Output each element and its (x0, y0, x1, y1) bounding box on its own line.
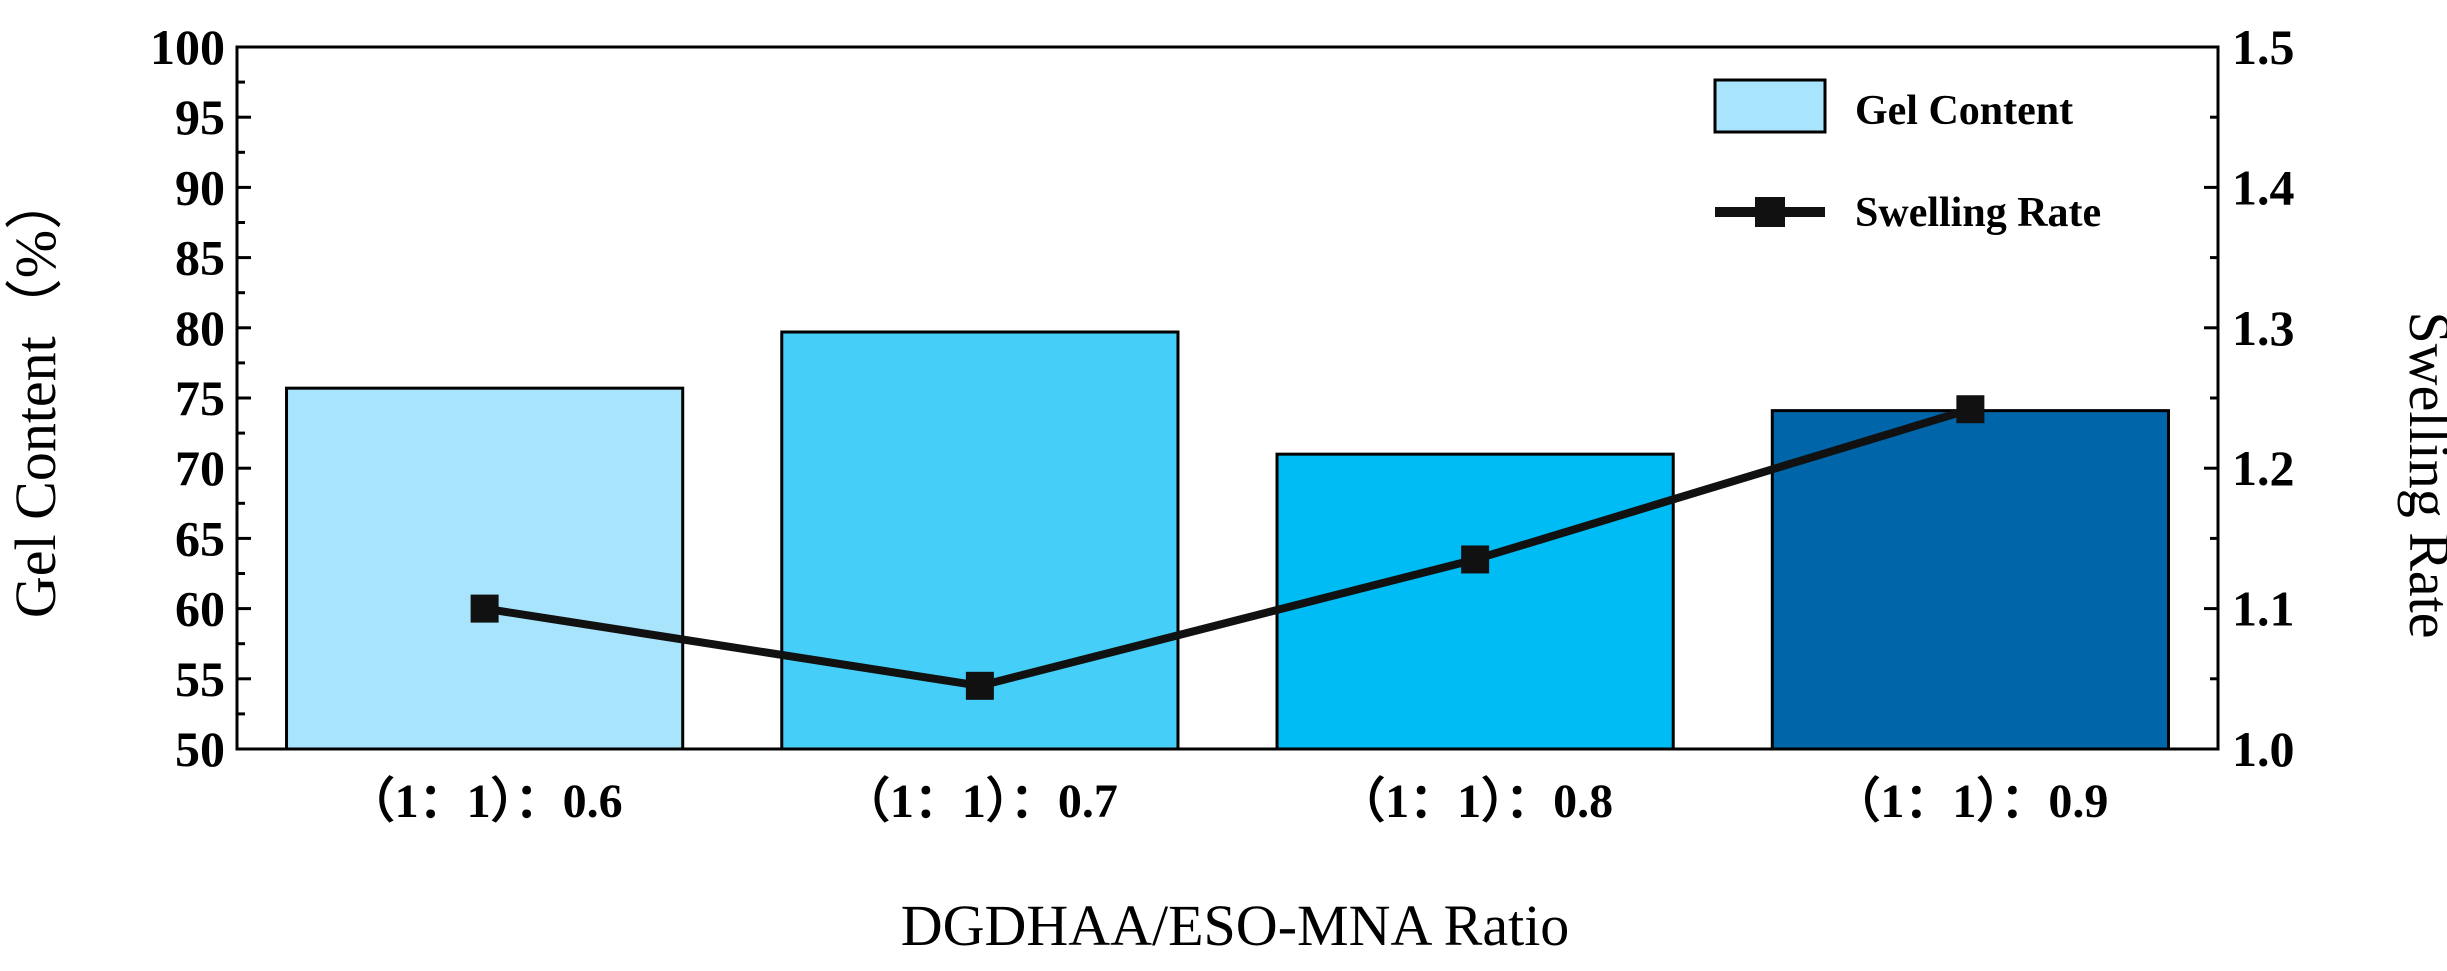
right-axis: 1.0 1.1 1.2 1.3 1.4 1.5 (2204, 19, 2295, 777)
right-tick-label: 1.0 (2232, 721, 2295, 777)
legend-marker-swelling-rate (1755, 197, 1785, 227)
bar-gel-content-3 (1275, 452, 1675, 751)
swelling-rate-point-3 (1461, 545, 1490, 574)
category-labels: （1：1）：0.6 （1：1）：0.7 （1：1）：0.8 （1：1）：0.9 (347, 775, 2109, 828)
legend-swatch-gel-content (1713, 78, 1827, 134)
legend: Gel Content Swelling Rate (1713, 78, 2101, 236)
x-axis-title: DGDHAA/ESO-MNA Ratio (901, 893, 1570, 958)
left-tick-label: 85 (175, 230, 225, 286)
left-tick-label: 80 (175, 300, 225, 356)
right-tick-label: 1.2 (2232, 440, 2295, 496)
left-tick-label: 55 (175, 651, 225, 707)
left-tick-label: 75 (175, 370, 225, 426)
left-tick-label: 90 (175, 159, 225, 215)
swelling-rate-point-4 (1956, 395, 1985, 424)
right-tick-label: 1.5 (2232, 19, 2295, 75)
swelling-rate-polyline (484, 405, 1972, 690)
right-tick-label: 1.4 (2232, 159, 2295, 215)
legend-label-swelling-rate: Swelling Rate (1855, 190, 2101, 236)
y-axis-title-left: Gel Content（%） (3, 172, 68, 618)
y-axis-title-right: Swelling Rate (2397, 311, 2447, 638)
left-tick-label: 65 (175, 510, 225, 566)
swelling-rate-line (470, 395, 1985, 700)
x-tick-label: （1：1）：0.9 (1832, 775, 2108, 828)
legend-label-gel-content: Gel Content (1855, 88, 2073, 134)
right-tick-label: 1.1 (2232, 581, 2295, 637)
bar-gel-content-4 (1770, 409, 2170, 751)
left-axis: 50 55 60 65 70 75 80 85 90 95 100 (150, 19, 251, 777)
bar-gel-content-1 (285, 386, 685, 751)
right-tick-label: 1.3 (2232, 300, 2295, 356)
x-tick-label: （1：1）：0.6 (347, 775, 623, 828)
left-tick-label: 50 (175, 721, 225, 777)
swelling-rate-point-2 (965, 671, 994, 700)
left-tick-label: 100 (150, 19, 225, 75)
x-tick-label: （1：1）：0.8 (1337, 775, 1613, 828)
left-tick-label: 95 (175, 89, 225, 145)
swelling-rate-point-1 (470, 594, 499, 623)
x-tick-label: （1：1）：0.7 (842, 775, 1118, 828)
left-tick-label: 60 (175, 581, 225, 637)
left-tick-label: 70 (175, 440, 225, 496)
bar-group (285, 330, 2170, 751)
